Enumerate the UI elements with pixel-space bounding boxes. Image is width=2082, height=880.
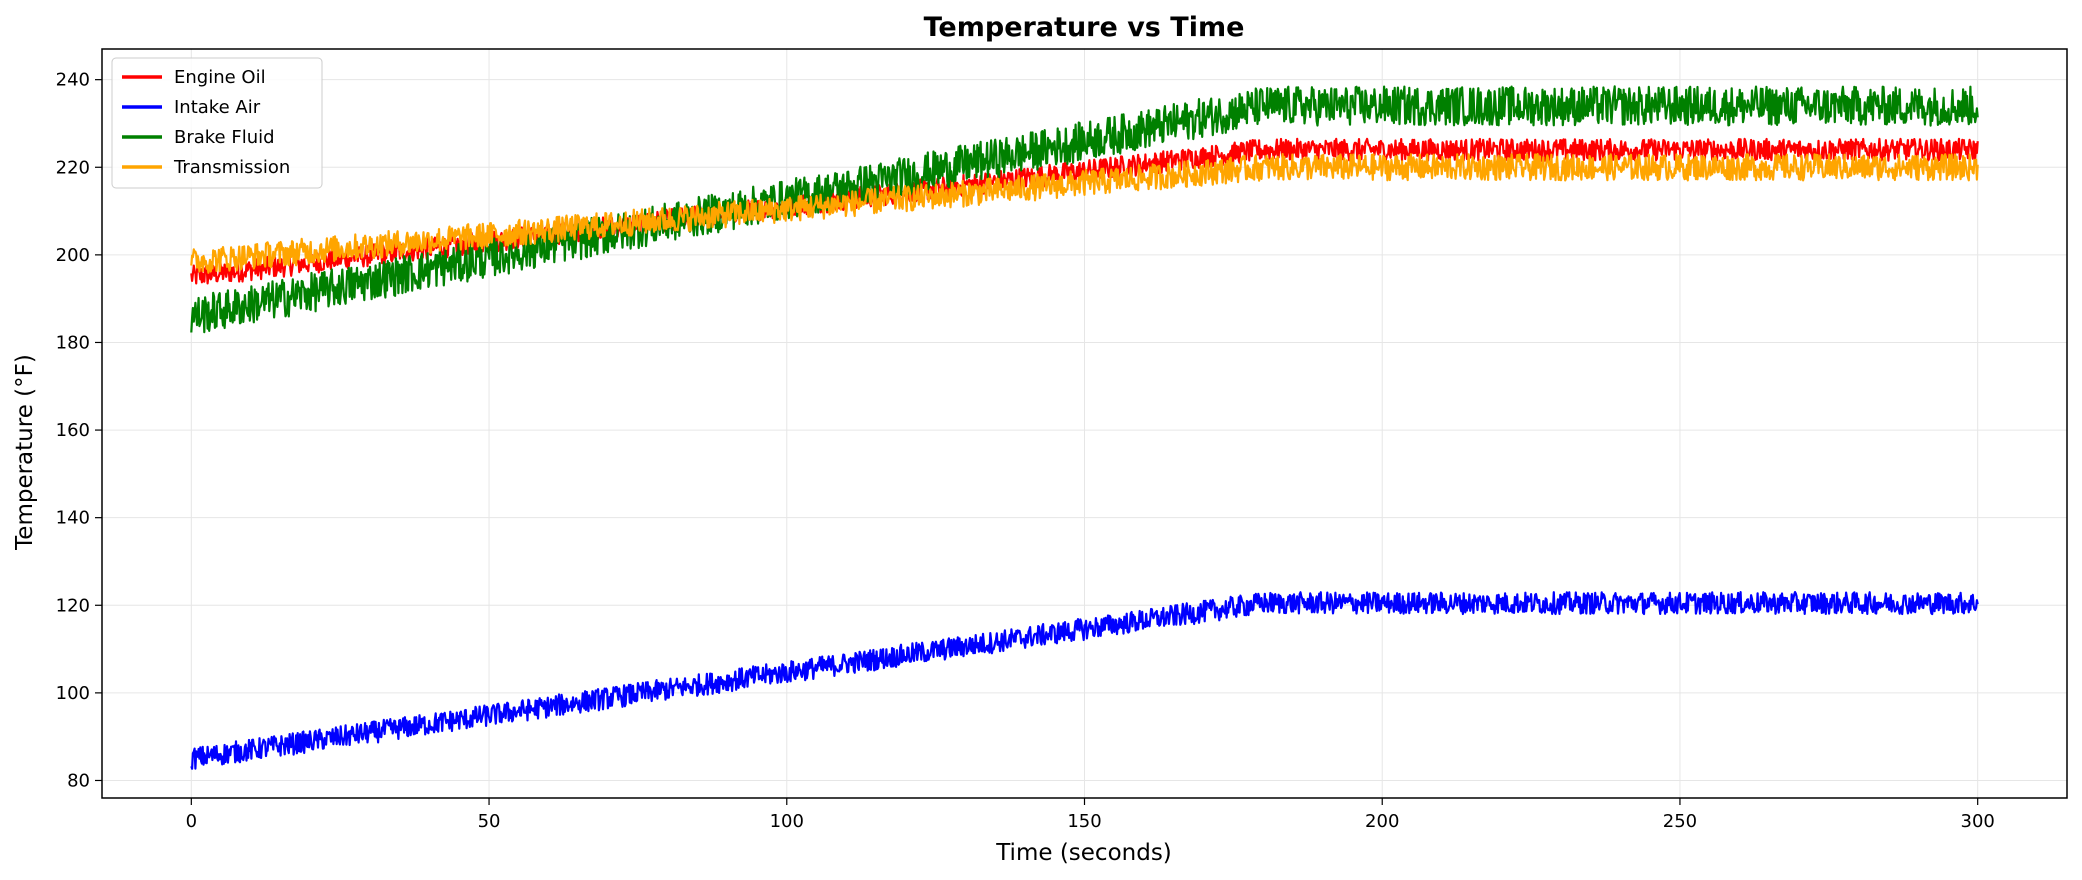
legend-label: Intake Air	[174, 97, 261, 118]
x-tick-label: 250	[1663, 811, 1697, 832]
y-tick-label: 120	[56, 595, 90, 616]
y-axis-title: Temperature (°F)	[12, 354, 38, 551]
x-tick-label: 150	[1067, 811, 1101, 832]
y-tick-label: 180	[56, 332, 90, 353]
legend-box	[111, 57, 323, 189]
legend-label: Transmission	[173, 157, 290, 178]
series-line-brake-fluid	[190, 85, 1979, 334]
y-tick-label: 80	[67, 770, 90, 791]
y-tick-label: 140	[56, 508, 90, 529]
y-tick-label: 220	[56, 157, 90, 178]
series-line-intake-air	[190, 591, 1979, 770]
x-tick-label: 200	[1365, 811, 1399, 832]
x-axis-title: Time (seconds)	[995, 840, 1172, 866]
x-tick-label: 50	[478, 811, 501, 832]
series-layer	[190, 85, 1979, 770]
x-tick-label: 0	[186, 811, 197, 832]
y-tick-label: 100	[56, 683, 90, 704]
legend-label: Engine Oil	[174, 67, 266, 88]
y-tick-label: 160	[56, 420, 90, 441]
legend: Engine Oil Intake Air Brake Fluid Transmiss…	[111, 57, 323, 189]
x-tick-label: 100	[770, 811, 804, 832]
axis-ticks: 0 50 100 150 200 250 300 80 100 120 140 160 180 200 22…	[56, 70, 1995, 832]
x-tick-label: 300	[1961, 811, 1995, 832]
y-tick-label: 240	[56, 70, 90, 91]
y-tick-label: 200	[56, 245, 90, 266]
chart-title: Temperature vs Time	[924, 12, 1245, 43]
series-line-transmission	[190, 153, 1979, 274]
legend-label: Brake Fluid	[174, 127, 275, 148]
